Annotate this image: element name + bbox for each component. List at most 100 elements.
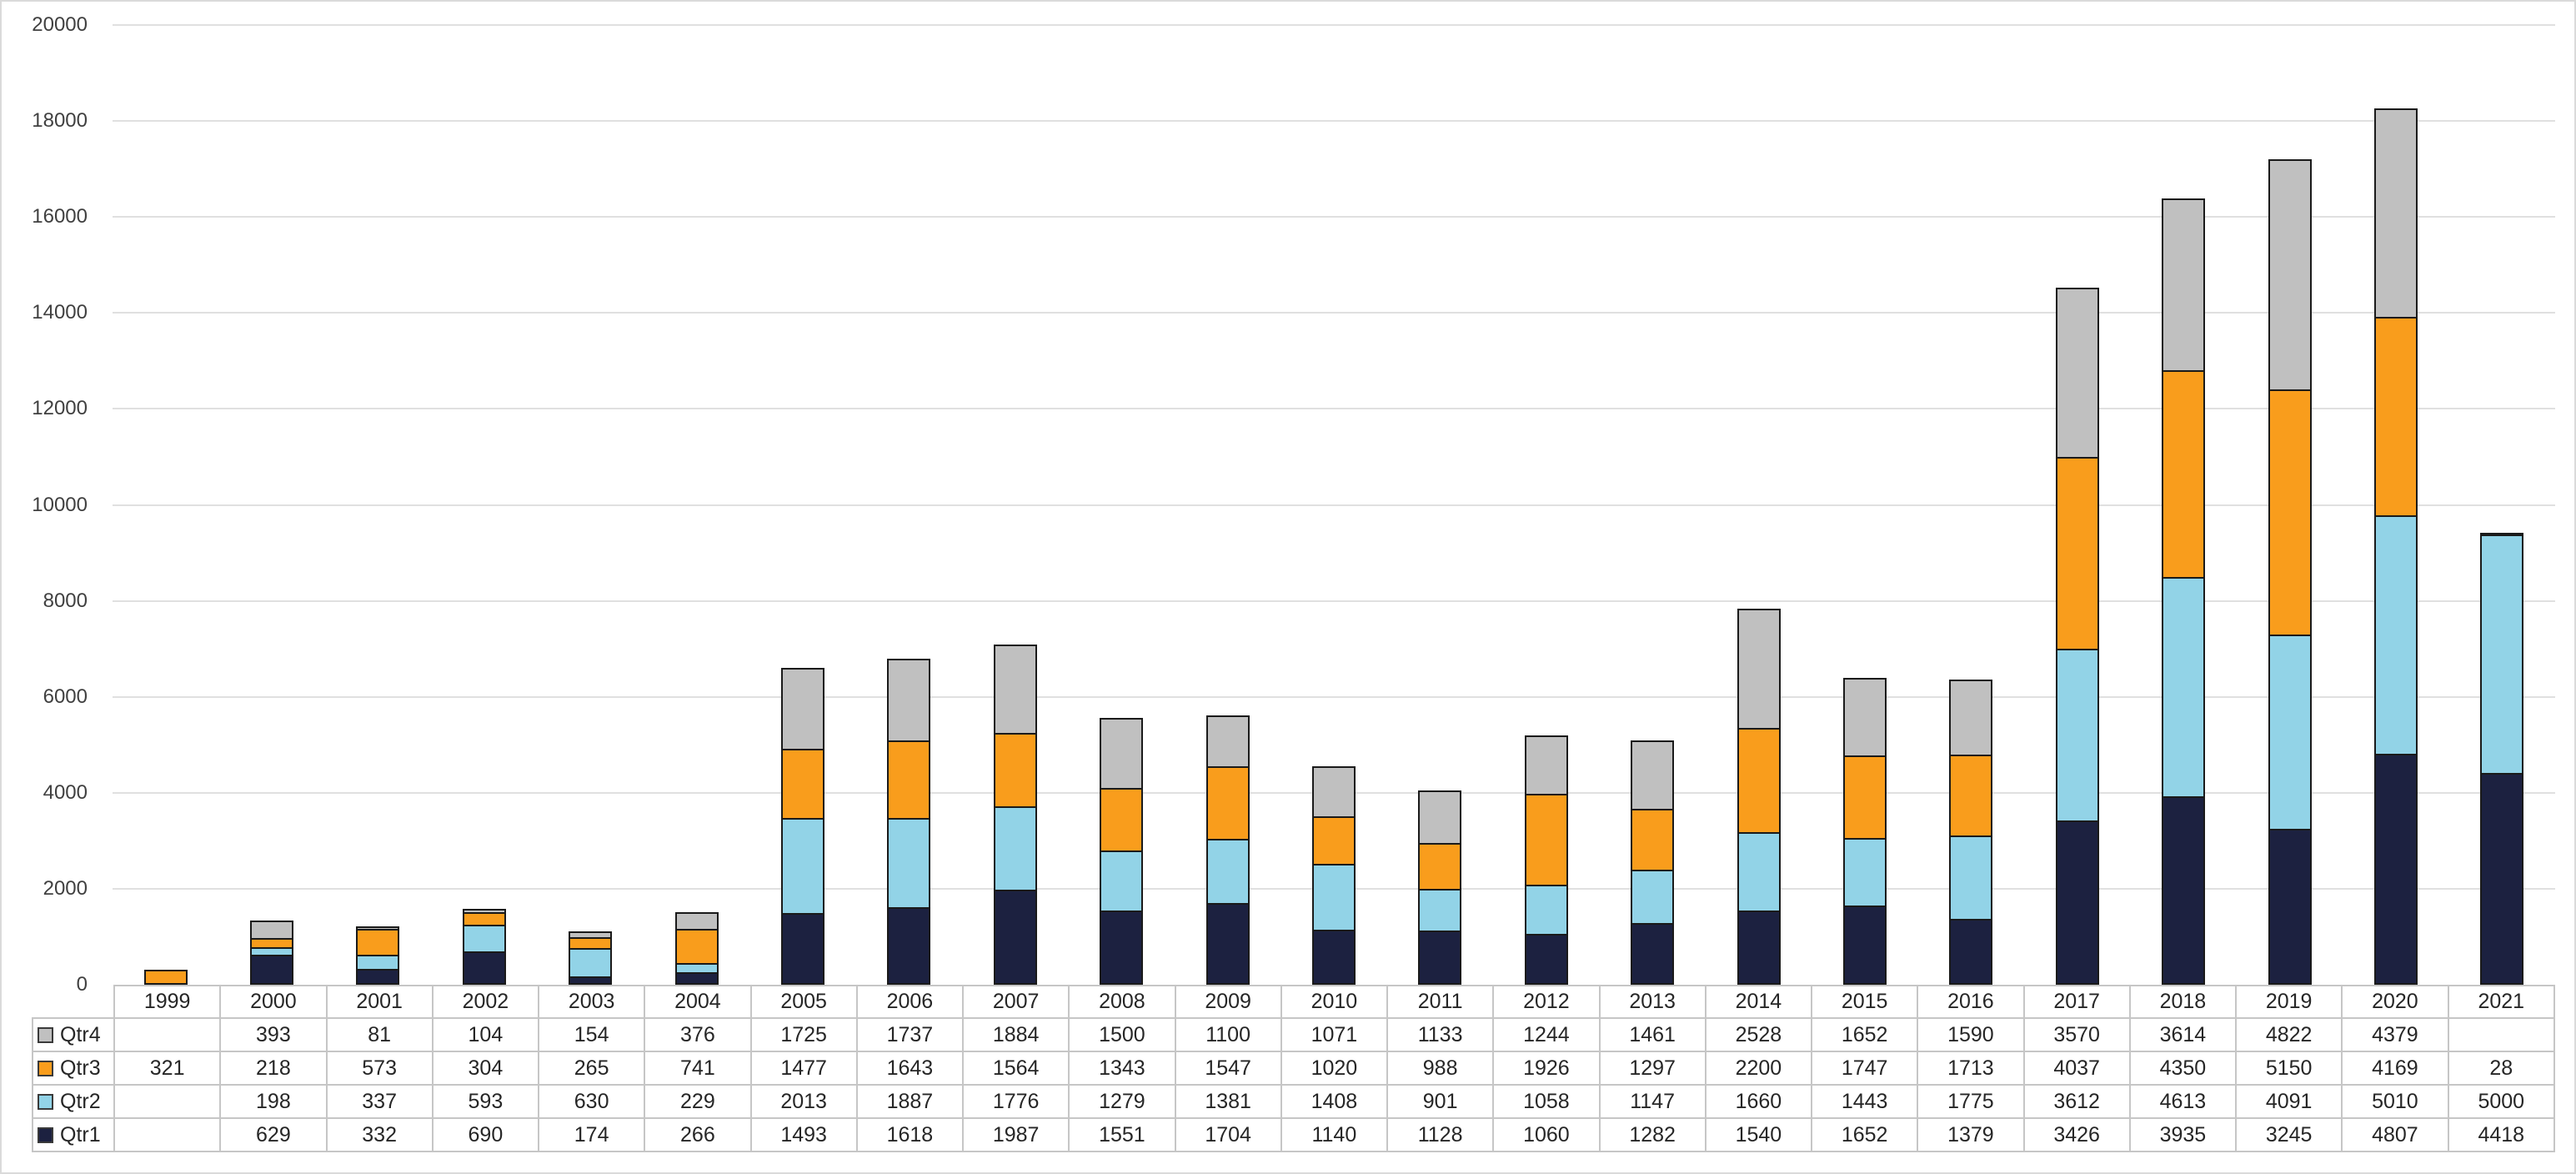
bar-segment-qtr1: [569, 976, 613, 985]
bar-segment-qtr2: [1631, 870, 1675, 925]
bar-segment-qtr4: [1100, 718, 1144, 790]
stacked-bar-2004: [674, 912, 719, 985]
year-header: 2012: [1492, 985, 1601, 1019]
year-header: 1999: [113, 985, 222, 1019]
gridline: [113, 24, 2555, 26]
bar-segment-qtr4: [250, 921, 294, 940]
value-cell: 3426: [2022, 1117, 2131, 1152]
bar-segment-qtr2: [1524, 885, 1568, 936]
bar-segment-qtr1: [1418, 931, 1462, 985]
value-cell: 1775: [1917, 1084, 2025, 1119]
bar-segment-qtr2: [781, 818, 825, 915]
value-cell: 1747: [1810, 1051, 1919, 1086]
bar-segment-qtr4: [2055, 288, 2099, 459]
bar-segment-qtr1: [2055, 820, 2099, 985]
value-cell: 988: [1386, 1051, 1495, 1086]
value-cell: 4807: [2341, 1117, 2449, 1152]
bar-segment-qtr4: [2268, 159, 2312, 391]
bar-segment-qtr4: [781, 668, 825, 750]
value-cell: 1725: [749, 1017, 858, 1052]
value-cell: 1381: [1174, 1084, 1282, 1119]
gridline: [113, 408, 2555, 410]
bar-segment-qtr2: [2055, 649, 2099, 822]
value-cell: 332: [325, 1117, 434, 1152]
bar-segment-qtr3: [993, 733, 1037, 808]
value-cell: 1704: [1174, 1117, 1282, 1152]
year-header: 2019: [2234, 985, 2343, 1019]
value-cell: 593: [431, 1084, 540, 1119]
bar-segment-qtr3: [1949, 755, 1993, 837]
bar-segment-qtr2: [993, 806, 1037, 891]
gridline: [113, 120, 2555, 123]
gridline: [113, 600, 2555, 602]
year-header: 2006: [855, 985, 965, 1019]
bar-column-1999: [113, 25, 218, 985]
year-header: 2008: [1068, 985, 1176, 1019]
value-cell: 1652: [1810, 1017, 1919, 1052]
bar-segment-qtr2: [2373, 515, 2418, 755]
value-cell: 1618: [855, 1117, 965, 1152]
y-axis-tick-label: 12000: [32, 397, 88, 420]
stacked-bar-2019: [2268, 159, 2312, 985]
bar-segment-qtr1: [993, 890, 1037, 985]
value-cell: 3570: [2022, 1017, 2131, 1052]
value-cell: 4350: [2128, 1051, 2238, 1086]
data-table-region: 1999 2000 2001 2002 2003 2004 2005 2006 2007 2008…: [32, 985, 2555, 1152]
value-cell: 1564: [961, 1051, 1070, 1086]
bar-column-2018: [2130, 25, 2236, 985]
bar-column-2010: [1280, 25, 1386, 985]
bar-segment-qtr3: [1631, 809, 1675, 871]
value-cell: 1279: [1068, 1084, 1176, 1119]
value-cell: 1987: [961, 1117, 1070, 1152]
value-cell: 5000: [2447, 1084, 2555, 1119]
stacked-bar-2000: [250, 921, 294, 985]
bar-segment-qtr4: [1737, 609, 1781, 730]
bar-column-2001: [325, 25, 431, 985]
gridline: [113, 216, 2555, 218]
bar-segment-qtr4: [2373, 108, 2418, 319]
bar-column-2020: [2343, 25, 2448, 985]
value-cell: 1500: [1068, 1017, 1176, 1052]
y-axis-tick-label: 2000: [43, 876, 88, 900]
stacked-bar-2010: [1311, 766, 1356, 985]
year-header: 2017: [2022, 985, 2131, 1019]
value-cell: 1887: [855, 1084, 965, 1119]
value-cell: 5010: [2341, 1084, 2449, 1119]
value-cell: 1652: [1810, 1117, 1919, 1152]
bar-segment-qtr1: [1524, 934, 1568, 985]
year-header: 2020: [2341, 985, 2449, 1019]
bar-segment-qtr2: [887, 818, 931, 909]
bar-column-2015: [1812, 25, 1917, 985]
bar-segment-qtr1: [2373, 754, 2418, 985]
year-header: 2001: [325, 985, 434, 1019]
bar-segment-qtr4: [887, 659, 931, 742]
series-label: Qtr4: [60, 1022, 101, 1046]
bar-segment-qtr3: [2268, 389, 2312, 636]
bar-segment-qtr1: [674, 972, 719, 985]
bar-segment-qtr1: [1205, 903, 1250, 985]
bar-segment-qtr1: [250, 955, 294, 985]
bar-segment-qtr2: [569, 948, 613, 978]
value-cell: 4822: [2234, 1017, 2343, 1052]
year-header: 2016: [1917, 985, 2025, 1019]
value-cell: 304: [431, 1051, 540, 1086]
bar-segment-qtr2: [2268, 635, 2312, 830]
bar-segment-qtr3: [1842, 755, 1887, 840]
bar-column-2000: [218, 25, 324, 985]
bar-column-2004: [644, 25, 749, 985]
value-cell: 28: [2447, 1051, 2555, 1086]
value-cell: 1713: [1917, 1051, 2025, 1086]
bar-segment-qtr3: [674, 929, 719, 965]
bar-segment-qtr1: [1949, 919, 1993, 985]
value-cell: 198: [219, 1084, 328, 1119]
value-cell: 2200: [1704, 1051, 1813, 1086]
value-cell: 5150: [2234, 1051, 2343, 1086]
bar-column-2019: [2237, 25, 2343, 985]
stacked-bar-2009: [1205, 715, 1250, 985]
value-cell: 573: [325, 1051, 434, 1086]
bar-segment-qtr2: [2162, 577, 2206, 798]
value-cell: 4169: [2341, 1051, 2449, 1086]
value-cell: 741: [644, 1051, 752, 1086]
legend-cell-qtr1: Qtr1: [32, 1117, 115, 1152]
bar-segment-qtr1: [1311, 930, 1356, 985]
